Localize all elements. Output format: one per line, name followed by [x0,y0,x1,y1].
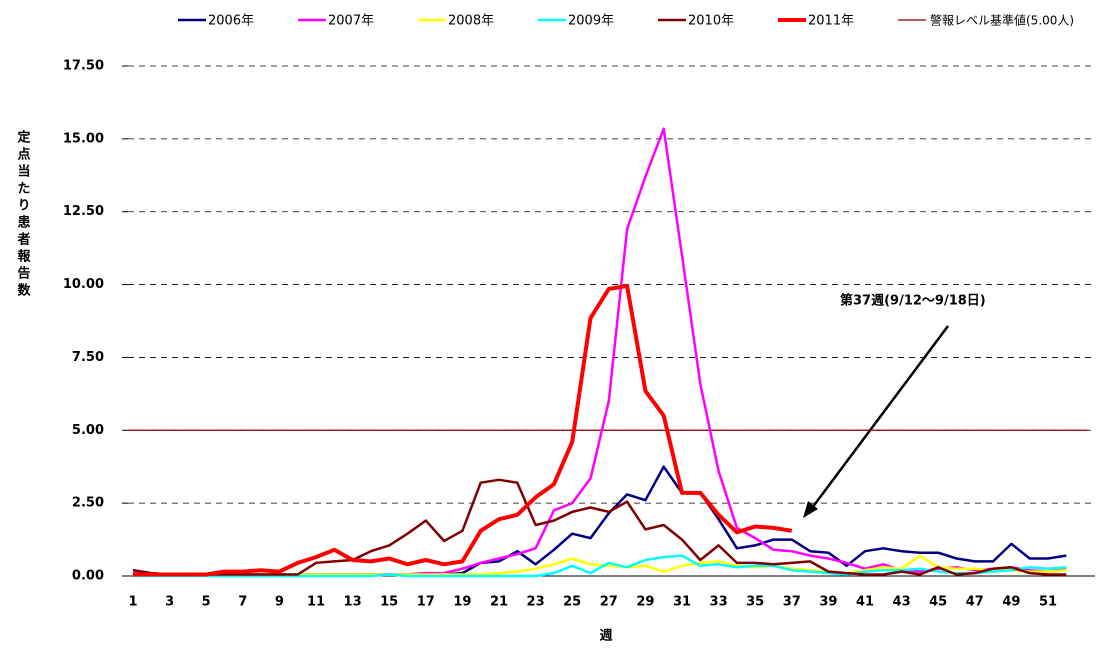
y-tick-label: 12.50 [63,204,104,219]
y-tick-label: 17.50 [63,59,104,74]
y-tick-label: 0.00 [72,569,104,584]
x-tick-label: 31 [673,595,691,610]
x-tick-label: 9 [275,595,284,610]
series-line [132,478,1067,576]
x-tick-label: 27 [600,595,618,610]
legend-label: 2007年 [328,14,374,29]
y-tick-label: 10.00 [63,277,104,292]
legend-label: 2006年 [208,14,254,29]
x-tick-label: 7 [238,595,247,610]
x-tick-label: 39 [819,595,837,610]
x-tick-label: 5 [202,595,211,610]
x-tick-label: 19 [453,595,471,610]
legend-label: 2008年 [448,14,494,29]
series-line [133,284,793,577]
x-tick-label: 21 [490,595,508,610]
x-tick-label: 23 [527,595,545,610]
legend-label: 2011年 [808,14,854,29]
y-tick-label: 2.50 [72,496,104,511]
y-tick-label: 7.50 [72,350,104,365]
x-tick-label: 43 [893,595,911,610]
x-tick-label: 41 [856,595,874,610]
y-axis-label: 定点当たり患者報告数 [15,129,32,300]
x-tick-label: 13 [344,595,362,610]
x-axis-label: 週 [599,629,612,644]
annotation: 第37週(9/12～9/18日) [840,293,986,309]
x-tick-label: 35 [746,595,764,610]
x-tick-label: 49 [1002,595,1020,610]
series-line [132,127,1067,576]
y-axis-label-text: 定点当たり患者報告数 [15,129,32,300]
x-tick-label: 17 [417,595,435,610]
arrow-head [803,501,818,518]
y-tick-label: 5.00 [72,423,104,438]
y-tick-label: 15.00 [63,131,104,146]
x-tick-label: 37 [783,595,801,610]
x-tick-label: 25 [563,595,581,610]
x-tick-label: 3 [165,595,174,610]
series-line [133,554,1067,578]
x-tick-label: 33 [710,595,728,610]
x-tick-label: 29 [636,595,654,610]
x-tick-label: 1 [128,595,137,610]
x-tick-label: 51 [1039,595,1057,610]
legend-label: 警報レベル基準値(5.00人) [930,13,1074,28]
x-tick-label: 47 [966,595,984,610]
legend-label: 2010年 [688,14,734,29]
legend-label: 2009年 [568,14,614,29]
x-tick-label: 11 [307,595,325,610]
x-tick-label: 15 [380,595,398,610]
annotation-arrow [810,325,950,509]
x-tick-label: 45 [929,595,947,610]
